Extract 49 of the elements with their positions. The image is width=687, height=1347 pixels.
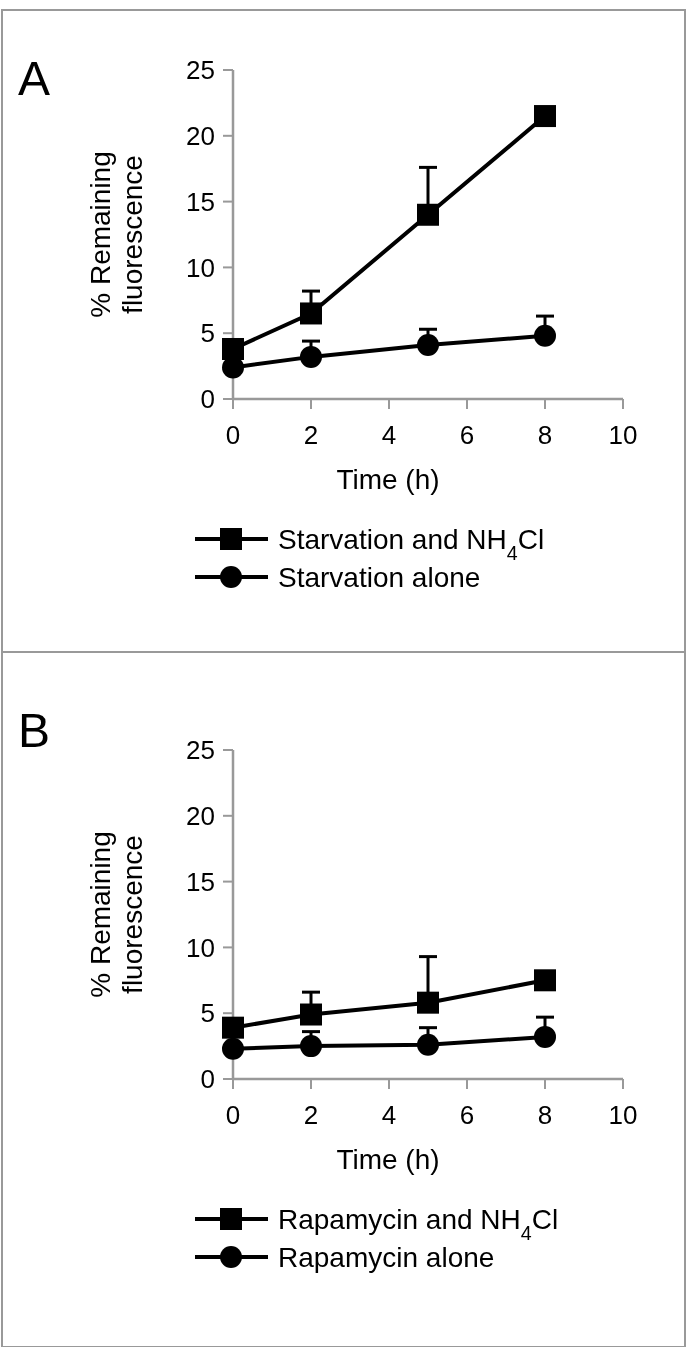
x-tick-label: 6 bbox=[459, 1100, 475, 1130]
x-tick-label: 0 bbox=[225, 420, 241, 450]
x-axis-title: Time (h) bbox=[336, 464, 440, 495]
y-tick-label: 5 bbox=[200, 998, 215, 1029]
y-tick-label: 10 bbox=[186, 252, 215, 283]
y-tick-label: 15 bbox=[186, 866, 215, 897]
x-tick-label: 8 bbox=[537, 420, 553, 450]
y-axis-title: % Remaining fluorescence bbox=[85, 831, 148, 998]
x-tick-label: 4 bbox=[381, 420, 397, 450]
x-tick-label: 4 bbox=[381, 1100, 397, 1130]
y-tick-label: 15 bbox=[186, 186, 215, 217]
y-tick-label: 5 bbox=[200, 318, 215, 349]
point bbox=[417, 991, 439, 1014]
legend-label: Rapamycin alone bbox=[278, 1241, 495, 1273]
x-tick-label: 8 bbox=[537, 1100, 553, 1130]
point bbox=[300, 345, 322, 368]
y-axis-title: % Remaining fluorescence bbox=[85, 151, 148, 318]
point bbox=[417, 203, 439, 226]
y-tick-label: 0 bbox=[200, 384, 215, 415]
y-tick-label: 20 bbox=[186, 800, 215, 831]
point bbox=[300, 302, 322, 325]
x-tick-label: 10 bbox=[608, 420, 638, 450]
chart-title: B bbox=[18, 704, 51, 757]
legend-label: Rapamycin and NH$_{4}$Cl bbox=[278, 1203, 559, 1244]
x-tick-label: 2 bbox=[303, 420, 319, 450]
point bbox=[534, 105, 556, 128]
point bbox=[222, 1016, 244, 1039]
y-tick-label: 20 bbox=[186, 120, 215, 151]
point bbox=[417, 1033, 439, 1056]
y-tick-label: 10 bbox=[186, 932, 215, 963]
point bbox=[534, 969, 556, 992]
legend-label: Starvation and NH$_{4}$Cl bbox=[278, 523, 545, 564]
y-tick-label: 25 bbox=[186, 55, 215, 86]
point bbox=[534, 324, 556, 347]
point bbox=[417, 334, 439, 357]
x-tick-label: 0 bbox=[225, 1100, 241, 1130]
y-tick-label: 0 bbox=[200, 1064, 215, 1095]
legend-label: Starvation alone bbox=[278, 561, 481, 593]
point bbox=[222, 337, 244, 360]
point bbox=[534, 1025, 556, 1048]
y-tick-label: 25 bbox=[186, 735, 215, 766]
x-axis-title: Time (h) bbox=[336, 1144, 440, 1175]
x-tick-label: 10 bbox=[608, 1100, 638, 1130]
point bbox=[222, 1037, 244, 1060]
x-tick-label: 2 bbox=[303, 1100, 319, 1130]
chart-title: A bbox=[18, 52, 51, 105]
point bbox=[300, 1003, 322, 1026]
x-tick-label: 6 bbox=[459, 420, 475, 450]
point bbox=[300, 1035, 322, 1058]
